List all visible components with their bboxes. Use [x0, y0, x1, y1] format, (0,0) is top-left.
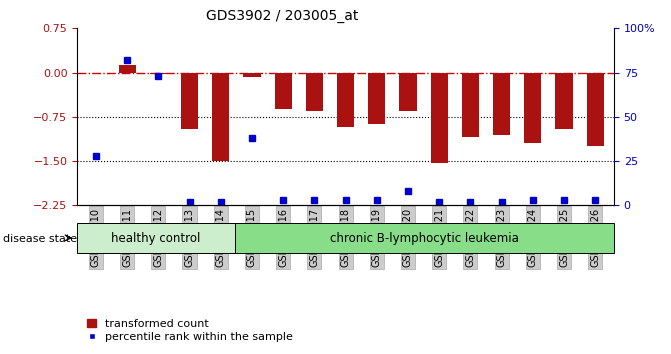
- Text: chronic B-lymphocytic leukemia: chronic B-lymphocytic leukemia: [330, 232, 519, 245]
- Bar: [399, 73, 417, 111]
- Bar: [462, 73, 479, 137]
- Bar: [119, 65, 136, 73]
- Bar: [431, 73, 448, 163]
- Bar: [150, 73, 167, 74]
- Bar: [181, 73, 198, 129]
- Text: GDS3902 / 203005_at: GDS3902 / 203005_at: [205, 9, 358, 23]
- Bar: [306, 73, 323, 111]
- Bar: [337, 73, 354, 127]
- Bar: [368, 73, 385, 124]
- Bar: [493, 73, 510, 135]
- Bar: [524, 73, 541, 143]
- Bar: [212, 73, 229, 161]
- Text: disease state: disease state: [3, 234, 77, 244]
- Bar: [556, 73, 572, 129]
- Bar: [244, 73, 260, 77]
- Bar: [77, 223, 235, 253]
- Bar: [235, 223, 614, 253]
- Bar: [274, 73, 292, 109]
- Legend: transformed count, percentile rank within the sample: transformed count, percentile rank withi…: [83, 314, 297, 347]
- Text: healthy control: healthy control: [111, 232, 201, 245]
- Bar: [586, 73, 604, 146]
